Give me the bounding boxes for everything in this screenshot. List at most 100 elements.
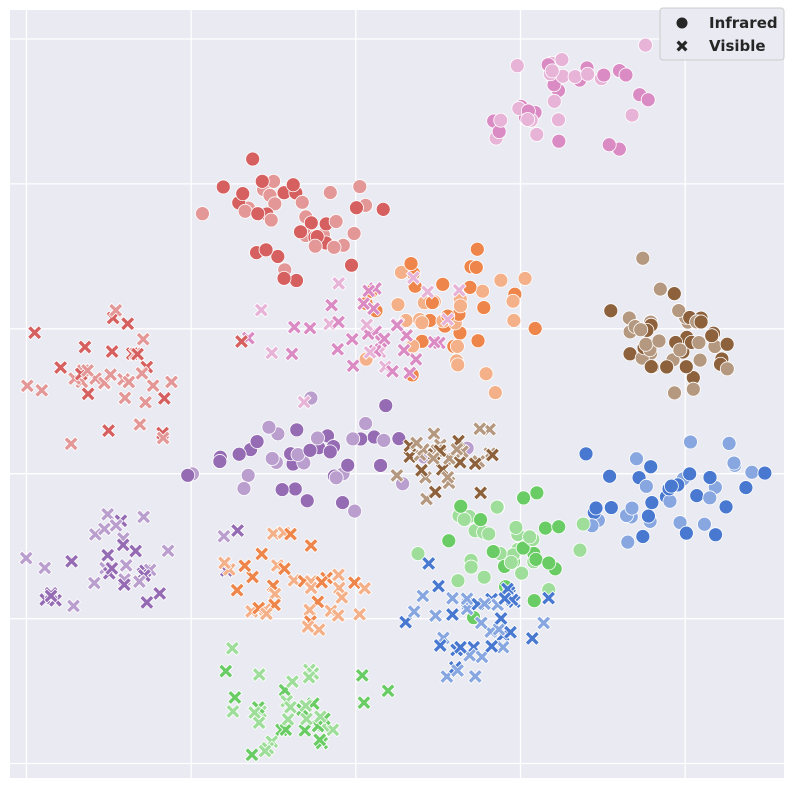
legend-label-visible: Visible	[709, 37, 766, 55]
visible-point	[409, 435, 425, 451]
infrared-point	[349, 200, 364, 216]
visible-point	[398, 327, 415, 344]
infrared-point	[704, 328, 720, 344]
visible-point	[96, 521, 112, 537]
visible-point	[43, 588, 59, 604]
infrared-point	[643, 359, 659, 375]
infrared-point	[235, 186, 251, 202]
infrared-point	[719, 361, 735, 377]
visible-point	[53, 359, 69, 376]
visible-point	[334, 589, 350, 605]
visible-point	[301, 669, 317, 685]
visible-point	[86, 575, 102, 591]
infrared-point	[358, 416, 374, 431]
visible-point	[216, 528, 232, 544]
visible-point	[312, 732, 328, 748]
infrared-point	[493, 272, 509, 288]
visible-point	[366, 301, 382, 317]
infrared-point	[344, 257, 359, 273]
infrared-point	[721, 435, 737, 451]
infrared-point	[180, 467, 196, 483]
infrared-point	[520, 112, 536, 127]
visible-point	[361, 283, 377, 299]
infrared-point	[231, 446, 247, 462]
visible-point	[108, 517, 124, 534]
visible-point	[145, 378, 161, 394]
infrared-point	[683, 434, 698, 450]
infrared-point	[463, 559, 479, 575]
visible-point	[484, 638, 500, 654]
infrared-point	[691, 335, 707, 350]
visible-point	[18, 550, 34, 566]
infrared-point	[263, 212, 279, 228]
infrared-point	[390, 297, 406, 312]
visible-point	[330, 567, 347, 583]
infrared-point	[644, 495, 660, 511]
visible-point	[27, 325, 43, 341]
visible-point	[118, 557, 134, 573]
visible-point	[427, 484, 443, 500]
infrared-point	[450, 573, 466, 589]
visible-point	[302, 602, 318, 618]
visible-point	[104, 343, 120, 360]
visible-point	[444, 590, 461, 606]
visible-point	[244, 569, 261, 585]
visible-point	[359, 317, 375, 333]
visible-point	[253, 302, 269, 318]
infrared-point	[515, 540, 531, 556]
infrared-point	[340, 457, 356, 473]
visible-point	[121, 374, 137, 390]
infrared-point	[285, 177, 301, 193]
visible-point	[541, 590, 557, 606]
infrared-point	[267, 196, 283, 212]
visible-point	[426, 426, 442, 442]
visible-point	[34, 382, 50, 398]
visible-point	[276, 561, 293, 577]
infrared-point	[618, 67, 634, 83]
infrared-point	[726, 455, 742, 471]
visible-point	[137, 394, 154, 410]
visible-point	[160, 543, 176, 559]
infrared-point	[538, 520, 553, 536]
infrared-point	[588, 500, 604, 516]
infrared-point	[508, 520, 524, 535]
visible-point	[425, 450, 441, 466]
visible-point	[132, 416, 148, 433]
infrared-point	[236, 481, 252, 496]
visible-point	[405, 270, 421, 286]
visible-point	[451, 282, 467, 298]
infrared-point	[469, 241, 485, 257]
visible-point	[430, 578, 447, 594]
infrared-point	[602, 468, 618, 484]
visible-point	[135, 331, 151, 347]
visible-point	[102, 367, 119, 383]
visible-point	[155, 430, 171, 446]
visible-point	[450, 662, 466, 679]
visible-point	[303, 537, 319, 554]
infrared-point	[391, 431, 407, 447]
visible-point	[312, 709, 328, 725]
infrared-point	[624, 500, 640, 516]
visible-point	[325, 722, 341, 738]
infrared-point	[708, 527, 723, 543]
visible-point	[230, 522, 246, 539]
infrared-point	[475, 283, 490, 299]
infrared-point	[403, 256, 419, 271]
infrared-point	[289, 422, 305, 438]
visible-point	[139, 594, 155, 610]
infrared-point	[596, 67, 612, 83]
infrared-point	[487, 385, 503, 401]
visible-point	[284, 674, 300, 690]
infrared-point	[527, 321, 543, 336]
infrared-point	[250, 206, 266, 222]
infrared-point	[516, 490, 531, 506]
infrared-point	[322, 185, 338, 200]
visible-point	[330, 607, 346, 624]
infrared-point	[481, 526, 497, 542]
infrared-point	[744, 464, 760, 480]
infrared-point	[692, 352, 708, 368]
infrared-point	[473, 512, 488, 528]
visible-point	[421, 555, 437, 572]
visible-point	[129, 346, 146, 362]
infrared-point	[620, 534, 636, 550]
